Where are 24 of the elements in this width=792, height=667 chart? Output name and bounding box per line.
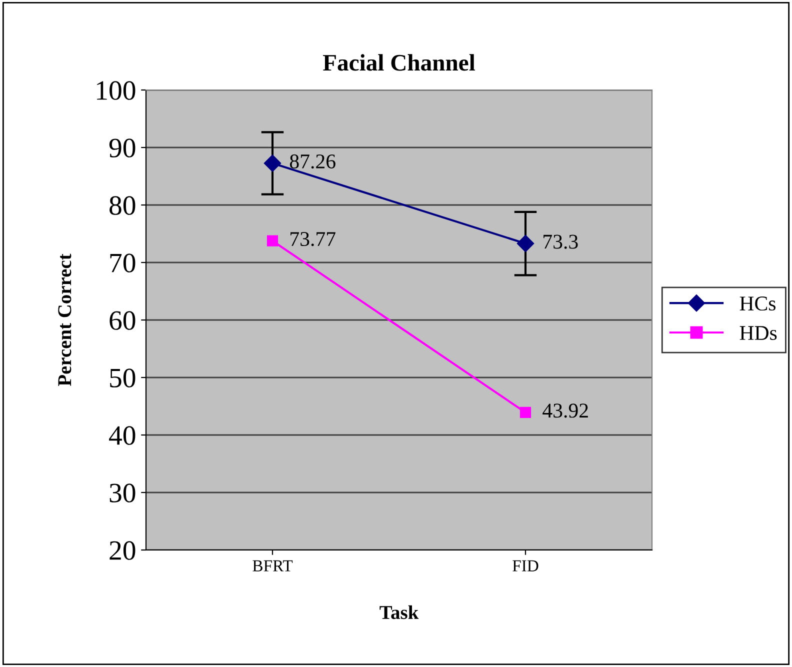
y-tick-label: 100 — [97, 81, 136, 100]
y-tick-label: 60 — [110, 311, 136, 330]
y-tick-label: 20 — [110, 541, 136, 560]
y-tick-label: 50 — [110, 368, 136, 388]
data-label: 43.92 — [542, 404, 588, 418]
data-label: 73.77 — [290, 232, 336, 246]
legend-label: HCs — [740, 296, 776, 311]
x-tick-label: BFRT — [252, 560, 293, 572]
data-label: 73.3 — [544, 234, 578, 249]
x-axis-title: Task — [380, 605, 419, 620]
y-tick-label: 70 — [110, 254, 136, 272]
x-tick-label: FID — [512, 560, 538, 572]
y-tick-label: 90 — [109, 138, 136, 158]
y-tick-label: 30 — [110, 484, 136, 502]
y-axis-title: Percent Correct — [58, 254, 72, 386]
y-tick-label: 80 — [110, 196, 136, 215]
point — [520, 406, 532, 418]
y-tick-label: 40 — [109, 426, 136, 445]
chart-title: Facial Channel — [322, 54, 476, 71]
legend-label: HDs — [740, 326, 777, 340]
point — [516, 234, 534, 252]
point — [264, 154, 282, 172]
data-label: 87.26 — [290, 154, 336, 169]
point — [266, 235, 278, 246]
